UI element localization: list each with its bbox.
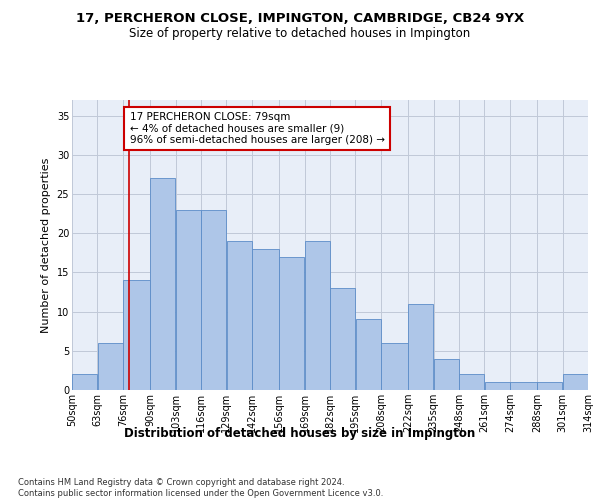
Bar	[151, 178, 175, 390]
Bar	[459, 374, 484, 390]
Y-axis label: Number of detached properties: Number of detached properties	[41, 158, 51, 332]
Text: Contains HM Land Registry data © Crown copyright and database right 2024.
Contai: Contains HM Land Registry data © Crown c…	[18, 478, 383, 498]
Bar	[227, 241, 251, 390]
Bar	[409, 304, 433, 390]
Bar	[252, 249, 279, 390]
Bar	[563, 374, 588, 390]
Bar	[381, 343, 408, 390]
Bar	[98, 343, 122, 390]
Bar	[510, 382, 537, 390]
Text: Distribution of detached houses by size in Impington: Distribution of detached houses by size …	[124, 428, 476, 440]
Bar	[72, 374, 97, 390]
Text: 17, PERCHERON CLOSE, IMPINGTON, CAMBRIDGE, CB24 9YX: 17, PERCHERON CLOSE, IMPINGTON, CAMBRIDG…	[76, 12, 524, 26]
Text: Size of property relative to detached houses in Impington: Size of property relative to detached ho…	[130, 28, 470, 40]
Bar	[305, 241, 330, 390]
Bar	[434, 358, 459, 390]
Bar	[538, 382, 562, 390]
Bar	[356, 320, 380, 390]
Bar	[123, 280, 150, 390]
Bar	[330, 288, 355, 390]
Bar	[485, 382, 509, 390]
Bar	[201, 210, 226, 390]
Bar	[176, 210, 201, 390]
Bar	[280, 257, 304, 390]
Text: 17 PERCHERON CLOSE: 79sqm
← 4% of detached houses are smaller (9)
96% of semi-de: 17 PERCHERON CLOSE: 79sqm ← 4% of detach…	[130, 112, 385, 145]
